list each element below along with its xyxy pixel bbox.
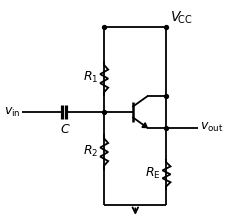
Text: $v_{\mathrm{in}}$: $v_{\mathrm{in}}$	[4, 106, 21, 118]
Text: $C$: $C$	[60, 123, 71, 136]
Text: $V_{\!\mathrm{CC}}$: $V_{\!\mathrm{CC}}$	[170, 9, 193, 26]
Text: $R_{\mathrm{E}}$: $R_{\mathrm{E}}$	[145, 166, 160, 181]
Polygon shape	[142, 123, 147, 128]
Text: $R_2$: $R_2$	[83, 143, 98, 159]
Text: $R_1$: $R_1$	[82, 70, 98, 85]
Text: $v_{\mathrm{out}}$: $v_{\mathrm{out}}$	[200, 121, 224, 134]
